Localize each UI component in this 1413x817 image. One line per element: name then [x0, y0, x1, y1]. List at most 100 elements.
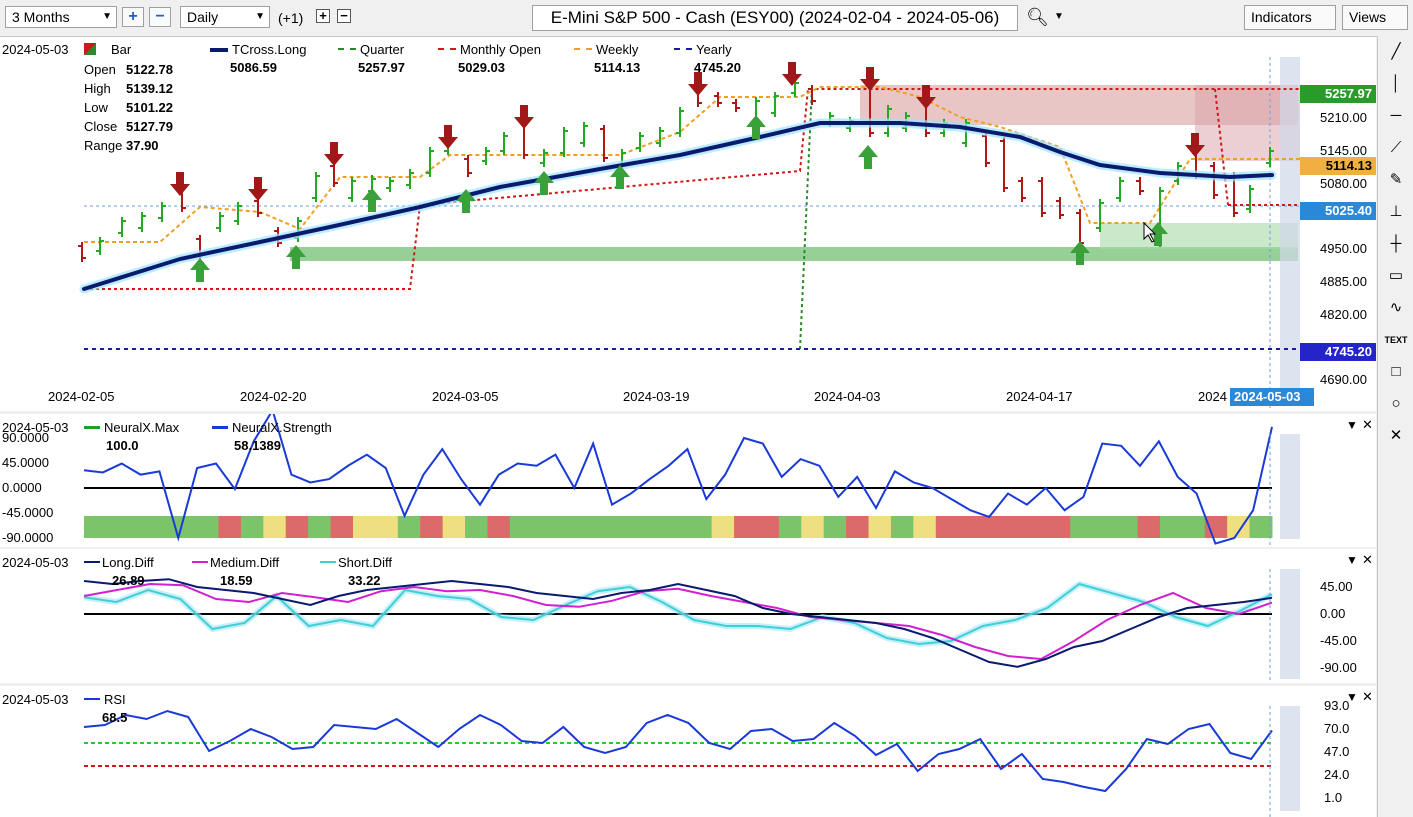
vertical-line-tool-icon[interactable]: │	[1391, 75, 1401, 92]
rsi-tick: 1.0	[1324, 790, 1343, 805]
chart-title[interactable]: E-Mini S&P 500 - Cash (ESY00) (2024-02-0…	[532, 5, 1018, 31]
date-tick: 2024-04-03	[814, 389, 881, 404]
panel-collapse-icon[interactable]: ▼	[1346, 418, 1358, 432]
close-icon[interactable]: ✕	[1362, 552, 1373, 567]
price-tag: 5114.13	[1300, 157, 1376, 176]
panel-collapse-icon[interactable]: ▼	[1346, 690, 1358, 704]
neuralx-max-segment	[1047, 516, 1071, 538]
date-tick: 2024-03-19	[623, 389, 690, 404]
ellipse-tool-icon[interactable]: ○	[1391, 395, 1401, 412]
indicators-button[interactable]: Indicators ▼	[1244, 5, 1336, 48]
buy-arrow-icon	[534, 171, 554, 195]
diff-tick: 45.00	[1320, 579, 1353, 594]
neuralx-max-segment	[980, 516, 1004, 538]
chevron-down-icon: ▼	[255, 11, 265, 22]
horizontal-line-tool-icon[interactable]: ─	[1390, 107, 1402, 124]
price-tick: 4820.00	[1320, 306, 1367, 322]
neuralx-max-segment	[285, 516, 309, 538]
buy-arrow-icon	[858, 145, 878, 169]
diff-date: 2024-05-03	[2, 555, 69, 570]
neuralx-max-segment	[890, 516, 914, 538]
panel-collapse-icon[interactable]: ▼	[1346, 553, 1358, 567]
date-tick: 2024-04-17	[1006, 389, 1073, 404]
legend-value: 33.22	[348, 573, 381, 588]
neuralx-max-segment	[1025, 516, 1049, 538]
views-button[interactable]: Views ▼	[1342, 5, 1408, 48]
zoom-out-button[interactable]: −	[149, 7, 171, 27]
price-tick: 4885.00	[1320, 273, 1367, 289]
pen-tool-icon[interactable]: ✎	[1389, 171, 1403, 188]
sell-arrow-icon	[170, 172, 190, 196]
legend-name: Short.Diff	[338, 555, 392, 570]
short-diff-line	[83, 582, 1273, 646]
neuralx-strength-line	[83, 414, 1273, 545]
zoom-in-button[interactable]: +	[122, 7, 144, 27]
neuralx-max-segment	[84, 516, 107, 538]
neuralx-max-segment	[263, 516, 287, 538]
offset-plus-button[interactable]: +	[316, 9, 330, 23]
trendline-tool-icon[interactable]: ╱	[1391, 43, 1401, 60]
legend-swatch	[212, 426, 228, 429]
search-icon[interactable]: 🔍︎	[1026, 7, 1049, 27]
text-tool-icon[interactable]: TEXT	[1384, 335, 1408, 345]
rsi-panel[interactable]: 2024-05-03 RSI 68.5 93.0 70.0 47.0 24.0 1.0 ▼…	[0, 686, 1376, 817]
close-icon[interactable]: ✕	[1362, 689, 1373, 704]
buy-arrow-icon	[362, 188, 382, 212]
rectangle-tool-icon[interactable]: □	[1391, 363, 1401, 380]
price-tag: 5025.40	[1300, 202, 1376, 220]
legend-swatch	[210, 48, 228, 52]
buy-arrow-icon	[746, 115, 766, 139]
legend-name: NeuralX.Max	[104, 420, 180, 435]
neuralx-max-segment	[128, 516, 152, 538]
neuralx-max-segment	[352, 516, 376, 538]
neuralx-max-segment	[1070, 516, 1094, 538]
ohlc-value: 5127.79	[126, 119, 173, 134]
sell-arrow-icon	[324, 142, 344, 166]
comment-tool-icon[interactable]: ▭	[1388, 267, 1404, 284]
price-tag: 5257.97	[1300, 84, 1376, 103]
fib-tool-icon[interactable]: ⊥	[1389, 203, 1403, 220]
legend-swatch	[84, 561, 100, 563]
range-select[interactable]: 3 Months ▼	[5, 6, 117, 28]
close-icon[interactable]: ✕	[1362, 417, 1373, 432]
chevron-down-icon[interactable]: ▼	[1054, 11, 1064, 22]
legend-name: Yearly	[696, 42, 732, 57]
price-tick: 5080.00	[1320, 175, 1367, 191]
price-tag: 4745.20	[1300, 343, 1376, 362]
legend-value: 5257.97	[358, 60, 405, 75]
offset-minus-button[interactable]: −	[337, 9, 351, 23]
neuralx-max-segment	[958, 516, 982, 538]
diff-panel[interactable]: 2024-05-03 Long.Diff 26.89 Medium.Diff 18.5…	[0, 549, 1376, 683]
support-zone	[290, 247, 1298, 261]
price-tick: 5145.00	[1320, 142, 1367, 158]
neuralx-panel[interactable]: 2024-05-03 NeuralX.Max 100.0 NeuralX.Stren…	[0, 414, 1376, 547]
neuralx-max-segment	[621, 516, 645, 538]
neuralx-max-segment	[689, 516, 713, 538]
neural-tick: -90.0000	[2, 530, 54, 545]
neuralx-max-segment	[1115, 516, 1139, 538]
close-icon[interactable]: ✕	[1389, 427, 1403, 444]
neuralx-max-segment	[1249, 516, 1273, 538]
diff-svg	[83, 569, 1300, 683]
toolbar: 3 Months ▼ + − Daily ▼ (+1) + − E-Mini S…	[0, 0, 1413, 48]
wave-tool-icon[interactable]: ∿	[1389, 299, 1403, 316]
neuralx-svg	[83, 414, 1300, 547]
neuralx-max-segment	[420, 516, 444, 538]
ohlc-key: Open	[84, 62, 116, 77]
ray-tool-icon[interactable]: ⟋	[1390, 139, 1402, 156]
range-select-value: 3 Months	[12, 9, 70, 25]
neuralx-max-segment	[1092, 516, 1116, 538]
neuralx-max-segment	[823, 516, 847, 538]
neuralx-max-segment	[756, 516, 780, 538]
long-diff-line	[83, 578, 1273, 668]
neuralx-max-segment	[801, 516, 825, 538]
crosshair-tool-icon[interactable]: ┼	[1390, 235, 1402, 252]
legend-name: Long.Diff	[102, 555, 154, 570]
price-panel[interactable]: 2024-05-03 Bar TCross.Long 5086.59 Quarter 5…	[0, 37, 1376, 411]
legend-swatch	[338, 48, 356, 50]
rsi-tick: 24.0	[1324, 767, 1350, 782]
date-tick: 2024	[1198, 389, 1227, 404]
legend-name: RSI	[104, 692, 126, 707]
interval-select[interactable]: Daily ▼	[180, 6, 270, 28]
tcross-long-line	[82, 121, 1274, 291]
